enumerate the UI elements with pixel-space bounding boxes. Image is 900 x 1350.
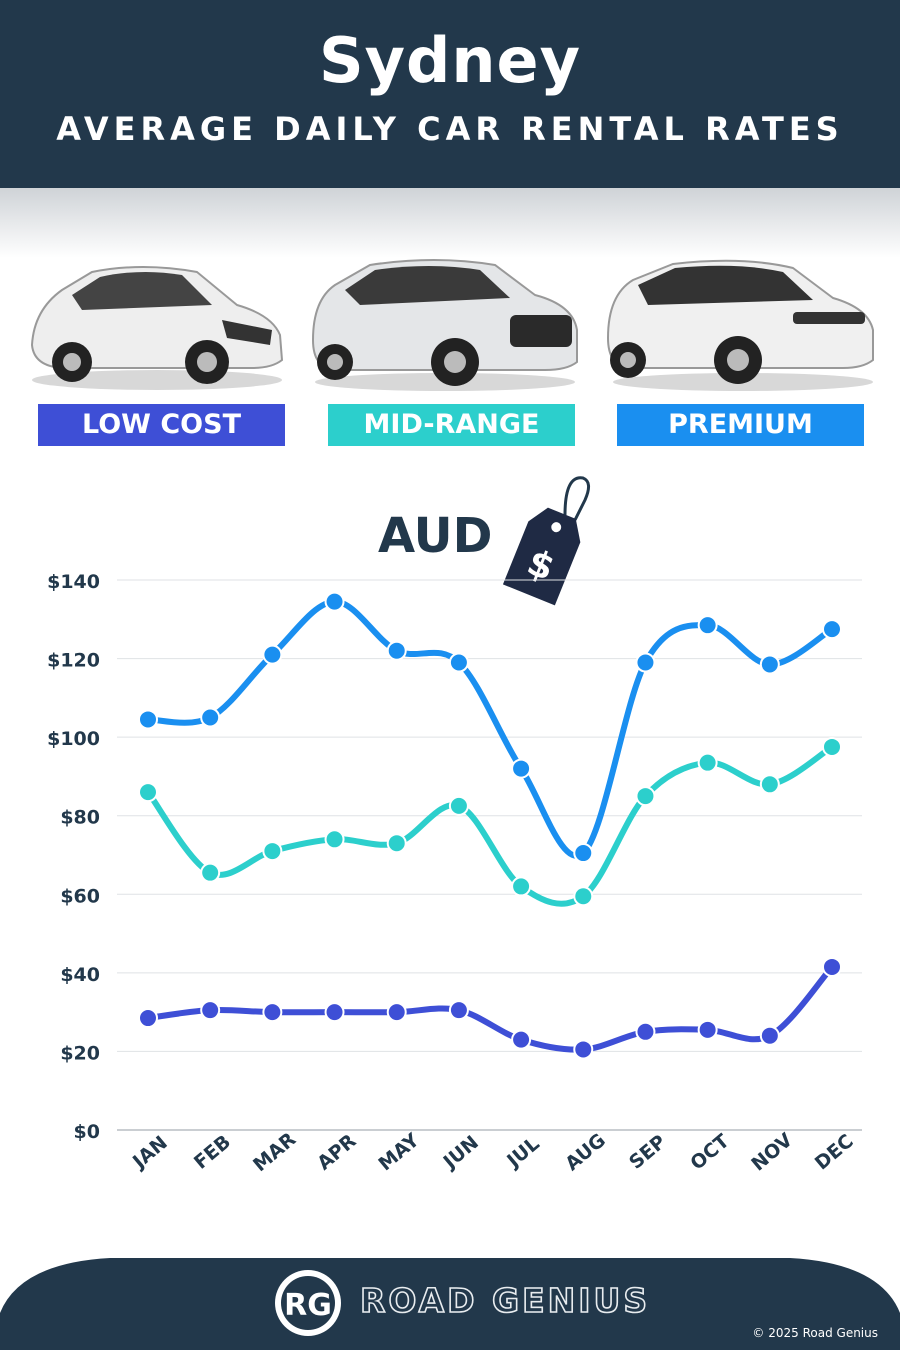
data-point-low-cost	[262, 1002, 283, 1023]
footer-banner: RG	[0, 1258, 900, 1350]
data-point-mid-range	[697, 752, 718, 773]
copyright-text: © 2025 Road Genius	[752, 1326, 878, 1340]
series-line-premium	[145, 598, 835, 859]
x-tick-label: SEP	[625, 1131, 670, 1174]
x-tick-label: JAN	[127, 1132, 172, 1174]
category-mid-range: MID-RANGE	[328, 404, 575, 446]
data-point-low-cost	[635, 1021, 656, 1042]
data-point-mid-range	[200, 862, 221, 883]
data-point-mid-range	[324, 829, 345, 850]
y-tick-label: $120	[47, 650, 100, 672]
data-point-mid-range	[511, 876, 532, 897]
brand-name: ROAD GENIUS	[359, 1281, 651, 1320]
data-point-low-cost	[138, 1008, 158, 1029]
series-line-low-cost	[145, 963, 835, 1053]
data-point-premium	[822, 619, 842, 640]
currency-label: AUD	[378, 508, 493, 564]
y-tick-label: $40	[60, 964, 100, 986]
y-tick-label: $0	[74, 1121, 100, 1143]
x-tick-label: JUN	[438, 1131, 483, 1174]
y-tick-label: $80	[60, 807, 100, 829]
hatchback-car-icon	[30, 266, 284, 390]
data-point-mid-range	[262, 841, 283, 862]
data-point-premium	[262, 644, 283, 665]
data-point-low-cost	[386, 1002, 407, 1023]
header-shadow	[0, 188, 900, 258]
x-tick-label: NOV	[747, 1129, 797, 1176]
data-point-low-cost	[511, 1029, 532, 1050]
y-tick-label: $140	[47, 571, 100, 593]
data-point-mid-range	[138, 782, 158, 803]
road-genius-logo-icon: RG	[284, 1288, 332, 1323]
data-point-premium	[635, 652, 656, 673]
data-point-low-cost	[200, 1000, 221, 1021]
data-point-low-cost	[822, 956, 842, 977]
data-point-low-cost	[324, 1002, 345, 1023]
data-point-mid-range	[573, 886, 594, 907]
x-tick-label: JUL	[502, 1133, 544, 1173]
x-tick-label: FEB	[190, 1131, 235, 1174]
data-point-premium	[573, 843, 594, 864]
data-point-premium	[511, 758, 532, 779]
x-tick-label: OCT	[686, 1130, 733, 1175]
rental-rate-line-chart: $0 $20 $40 $60 $80 $100 $120 $140 JAN FEB MAR APR MA…	[47, 571, 862, 1176]
suv-car-icon	[311, 259, 578, 391]
data-point-premium	[448, 652, 469, 673]
data-point-premium	[138, 709, 158, 730]
data-point-premium	[386, 640, 407, 661]
data-point-mid-range	[386, 833, 407, 854]
y-tick-label: $20	[60, 1042, 100, 1064]
y-tick-label: $100	[47, 728, 100, 750]
data-point-mid-range	[635, 786, 656, 807]
data-point-low-cost	[573, 1039, 594, 1060]
data-point-mid-range	[448, 795, 469, 816]
premium-suv-car-icon	[606, 259, 874, 391]
category-low-cost: LOW COST	[38, 404, 285, 446]
data-point-low-cost	[759, 1025, 780, 1046]
data-point-low-cost	[697, 1019, 718, 1040]
data-point-mid-range	[759, 774, 780, 795]
data-point-low-cost	[448, 1000, 469, 1021]
x-tick-label: APR	[313, 1130, 361, 1175]
data-point-mid-range	[822, 736, 842, 757]
header-banner: Sydney AVERAGE DAILY CAR RENTAL RATES	[0, 0, 900, 188]
price-tag-icon: $	[502, 476, 590, 606]
data-point-premium	[200, 707, 221, 728]
data-point-premium	[324, 591, 345, 612]
data-point-premium	[759, 654, 780, 675]
y-tick-label: $60	[60, 885, 100, 907]
x-tick-label: MAY	[374, 1129, 423, 1175]
series-line-mid-range	[145, 743, 835, 907]
x-tick-label: MAR	[249, 1128, 300, 1176]
x-tick-label: DEC	[811, 1130, 858, 1174]
x-tick-label: AUG	[561, 1129, 610, 1175]
data-point-premium	[697, 615, 718, 636]
page-title: Sydney	[318, 24, 582, 97]
category-premium: PREMIUM	[617, 404, 864, 446]
page-subtitle: AVERAGE DAILY CAR RENTAL RATES	[56, 110, 844, 148]
